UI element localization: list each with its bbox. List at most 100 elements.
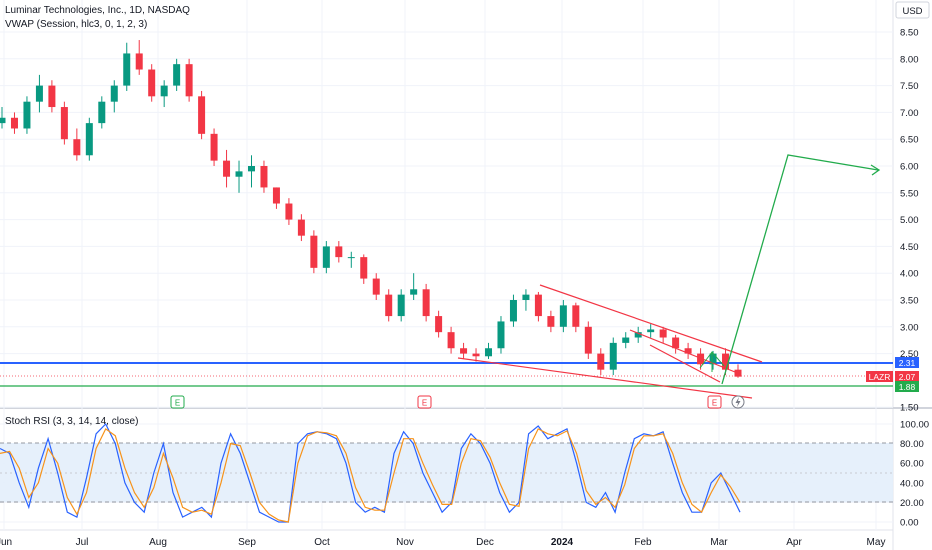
candle-down <box>185 64 193 97</box>
candle-down <box>447 332 455 349</box>
stoch-rsi-lines <box>0 422 741 523</box>
price-grid <box>0 31 893 408</box>
candle-down <box>722 353 730 370</box>
time-tick-label: Mar <box>710 537 728 548</box>
wedge-lower-line[interactable] <box>457 357 753 399</box>
inner-upper-line[interactable] <box>629 329 736 373</box>
candle-up <box>173 64 181 86</box>
stoch-rsi-series-line <box>0 427 741 523</box>
candle-down <box>460 348 468 354</box>
candle-up <box>123 53 131 86</box>
green-level-badge: 1.88 <box>895 381 919 392</box>
price-tick-label: 2.50 <box>900 349 919 360</box>
candle-down <box>285 203 293 220</box>
candle-down <box>422 289 430 317</box>
candle-down <box>335 246 343 258</box>
candle-up <box>347 257 355 259</box>
candle-down <box>73 139 81 156</box>
candle-up <box>98 101 106 124</box>
green-level-text: 1.88 <box>899 382 916 392</box>
projection-path[interactable] <box>721 154 879 385</box>
symbol-title: Luminar Technologies, Inc., 1D, NASDAQ <box>5 5 190 16</box>
candle-up <box>559 305 567 327</box>
lightning-icon[interactable] <box>731 395 745 409</box>
candle-down <box>223 160 231 177</box>
projection-arrowhead <box>870 164 881 176</box>
price-tick-label: 6.00 <box>900 162 919 173</box>
earnings-marker-green[interactable]: E <box>170 395 185 409</box>
candle-down <box>672 337 680 349</box>
time-tick-label: Feb <box>634 537 652 548</box>
candle-down <box>572 305 580 327</box>
stoch-rsi-tick-label: 0.00 <box>900 518 919 529</box>
candle-up <box>160 85 168 97</box>
vwap-indicator-label[interactable]: VWAP (Session, hlc3, 0, 1, 2, 3) <box>5 19 147 30</box>
stoch-rsi-series-line <box>0 422 741 523</box>
candle-down <box>584 326 592 354</box>
candle-up <box>235 171 243 177</box>
time-tick-label: Apr <box>786 537 802 548</box>
candle-up <box>23 101 31 129</box>
blue-level-text: 2.31 <box>899 358 916 368</box>
candle-down <box>310 235 318 268</box>
candle-down <box>435 316 443 333</box>
price-tick-label: 4.50 <box>900 242 919 253</box>
currency-label: USD <box>902 6 922 17</box>
stoch-rsi-title[interactable]: Stoch RSI (3, 3, 14, 14, close) <box>5 416 138 427</box>
candle-down <box>148 69 156 97</box>
ticker-badge-text: LAZR <box>869 372 891 382</box>
candle-down <box>547 316 555 327</box>
candle-up <box>410 289 418 295</box>
candle-up <box>0 117 6 124</box>
currency-button[interactable]: USD <box>895 1 930 19</box>
candle-down <box>684 348 692 354</box>
last-price-text: 2.07 <box>899 372 916 382</box>
time-tick-label: Sep <box>238 537 256 548</box>
ticker-badge: LAZR <box>866 371 893 382</box>
price-tick-label: 3.00 <box>900 322 919 333</box>
earnings-marker-red[interactable]: E <box>417 395 432 409</box>
wedge-upper-line[interactable] <box>539 284 763 363</box>
earnings-marker-red[interactable]: E <box>707 395 722 409</box>
candle-up <box>509 300 517 322</box>
candle-down <box>360 257 368 279</box>
stoch-rsi-tick-label: 60.00 <box>900 459 924 470</box>
price-tick-label: 8.00 <box>900 54 919 65</box>
price-tick-label: 7.50 <box>900 81 919 92</box>
earnings-label: E <box>422 399 427 408</box>
candle-down <box>385 294 393 317</box>
candle-down <box>372 278 380 295</box>
time-tick-label: Jun <box>0 537 12 548</box>
last-price-badge: 2.07 <box>895 371 919 382</box>
earnings-markers[interactable]: E E E <box>170 395 745 409</box>
candle-up <box>85 123 93 156</box>
candle-down <box>697 353 705 365</box>
trend-drawings[interactable] <box>457 154 881 399</box>
price-axis-ticks[interactable]: 8.50 8.00 7.50 7.00 6.50 6.00 5.50 5.00 4.50 4.00… <box>900 28 919 414</box>
time-tick-label: May <box>867 537 886 548</box>
price-tick-label: 5.00 <box>900 215 919 226</box>
stoch-rsi-tick-label: 40.00 <box>900 478 924 489</box>
price-tick-label: 5.50 <box>900 188 919 199</box>
candle-down <box>260 166 268 188</box>
candle-down <box>60 107 68 140</box>
candle-down <box>659 329 667 338</box>
time-axis[interactable]: Jun Jul Aug Sep Oct Nov Dec 2024 Feb Mar Apr May <box>0 537 885 548</box>
candle-up <box>647 329 655 333</box>
time-tick-label: 2024 <box>551 537 574 548</box>
candle-up <box>609 342 617 370</box>
stoch-rsi-tick-label: 80.00 <box>900 439 924 450</box>
inner-lower-line[interactable] <box>649 344 721 383</box>
stoch-rsi-axis-ticks[interactable]: 100.00 80.00 60.00 40.00 20.00 0.00 <box>900 420 929 529</box>
candle-up <box>709 353 717 365</box>
candle-down <box>472 353 480 357</box>
candle-up <box>247 166 255 172</box>
earnings-label: E <box>175 399 180 408</box>
candle-down <box>48 85 56 108</box>
price-tick-label: 8.50 <box>900 28 919 39</box>
candle-down <box>272 187 280 204</box>
candle-up <box>35 85 43 102</box>
candle-up <box>634 332 642 338</box>
